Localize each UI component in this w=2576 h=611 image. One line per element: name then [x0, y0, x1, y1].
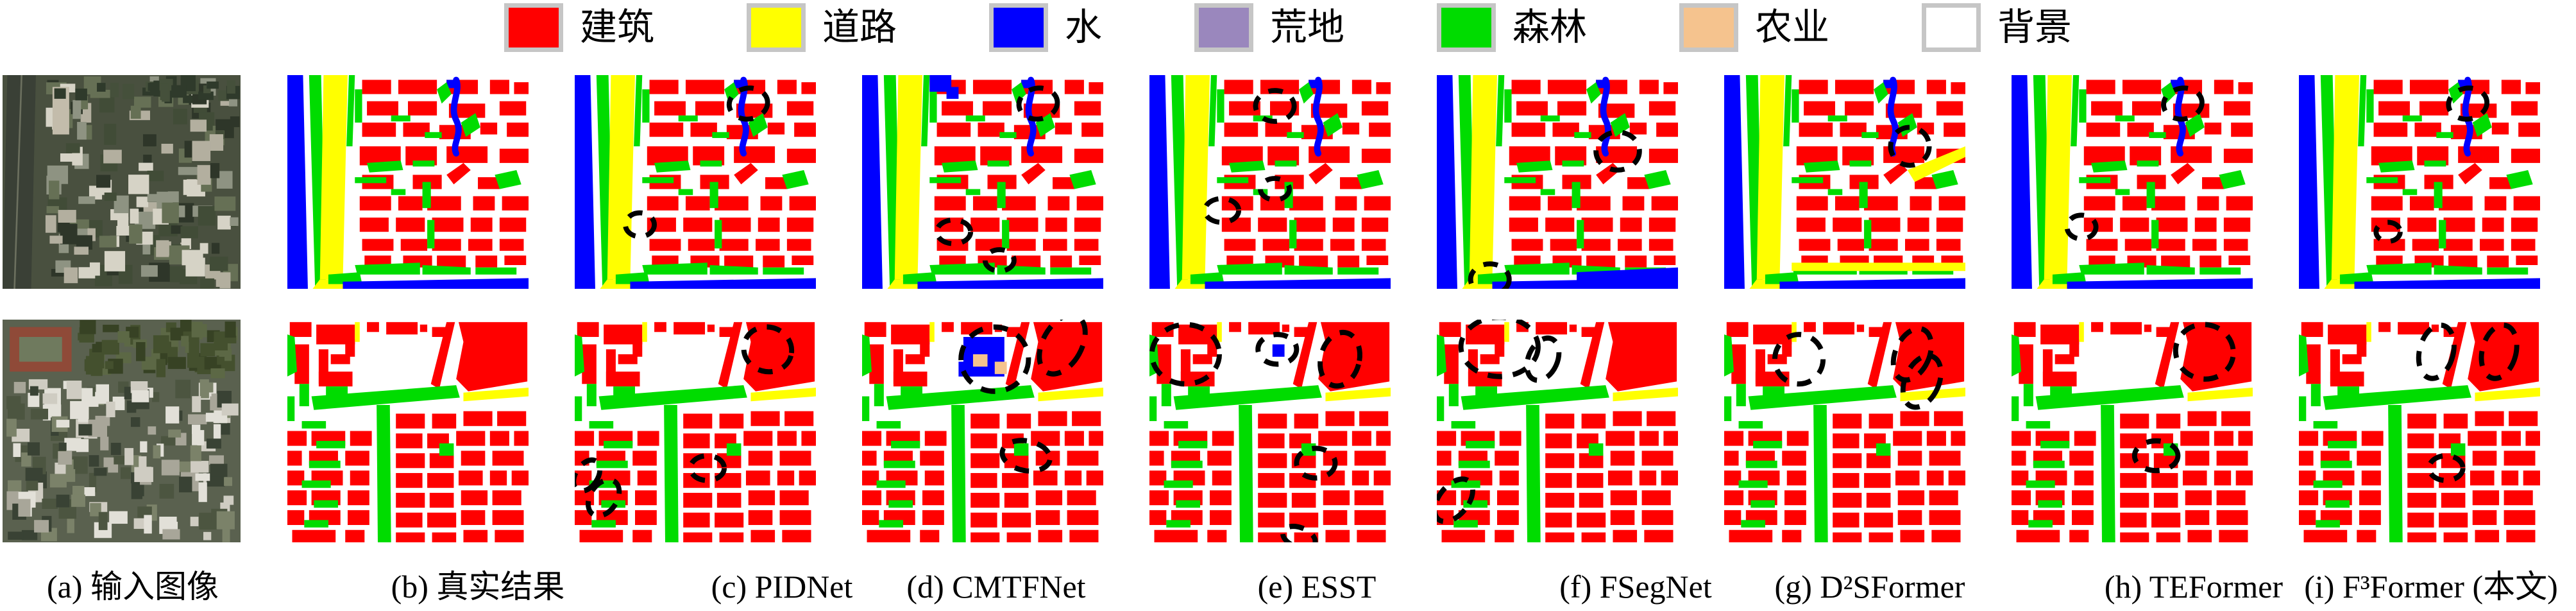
- caption-ground-truth: (b) 真实结果: [391, 569, 565, 605]
- panel-row2-d-row2: [862, 320, 1103, 542]
- legend-swatch-road: [746, 3, 806, 52]
- panel-row2-a-photo2: [3, 320, 241, 542]
- legend-item-agriculture: 农业: [1679, 3, 1829, 52]
- legend-item-barren: 荒地: [1194, 3, 1344, 52]
- panel-row1-a-photo1: [3, 75, 241, 289]
- legend-label-road: 道路: [822, 6, 897, 48]
- panel-row1-b-row1: [287, 75, 529, 289]
- panel-row1-e-row1: [1149, 75, 1391, 289]
- panel-row2-i-row2: [2299, 320, 2540, 542]
- panel-row2-f-row2: [1437, 320, 1678, 542]
- legend-label-agriculture: 农业: [1755, 6, 1830, 48]
- legend-item-forest: 森林: [1437, 3, 1587, 52]
- legend: 建筑 道路 水 荒地 森林 农业 背景: [0, 0, 2576, 55]
- panel-row2-e-row2: [1149, 320, 1391, 542]
- panel-row2-c-row2: [575, 320, 816, 542]
- legend-swatch-background: [1922, 3, 1981, 52]
- legend-label-barren: 荒地: [1269, 6, 1344, 48]
- caption-esst: (e) ESST: [1257, 569, 1377, 605]
- legend-item-water: 水: [988, 3, 1102, 52]
- caption-f3former-ours: (i) F³Former (本文): [2304, 569, 2558, 605]
- legend-swatch-barren: [1194, 3, 1253, 52]
- legend-swatch-building: [504, 3, 563, 52]
- panel-row1-d-row1: [862, 75, 1103, 289]
- legend-swatch-forest: [1437, 3, 1496, 52]
- panel-row2-g-row2: [1724, 320, 1965, 542]
- legend-label-water: 水: [1064, 6, 1102, 48]
- legend-swatch-agriculture: [1679, 3, 1739, 52]
- panel-row2-h-row2: [2012, 320, 2253, 542]
- panel-row1-f-row1: [1437, 75, 1678, 289]
- caption-cmtfnet: (d) CMTFNet: [906, 569, 1086, 605]
- legend-item-road: 道路: [746, 3, 897, 52]
- panel-row2-b-row2: [287, 320, 529, 542]
- legend-label-background: 背景: [1997, 6, 2072, 48]
- legend-label-building: 建筑: [579, 6, 654, 48]
- caption-fsegnet: (f) FSegNet: [1559, 569, 1712, 605]
- panel-row1-g-row1: [1724, 75, 1965, 289]
- panel-row1-i-row1: [2299, 75, 2540, 289]
- caption-teformer: (h) TEFormer: [2104, 569, 2284, 605]
- caption-pidnet: (c) PIDNet: [711, 569, 853, 605]
- panel-row1-c-row1: [575, 75, 816, 289]
- legend-swatch-water: [988, 3, 1048, 52]
- legend-item-background: 背景: [1922, 3, 2072, 52]
- legend-label-forest: 森林: [1513, 6, 1588, 48]
- caption-input-image: (a) 输入图像: [47, 569, 219, 605]
- legend-item-building: 建筑: [504, 3, 654, 52]
- caption-d2sformer: (g) D²SFormer: [1774, 569, 1965, 605]
- panel-row1-h-row1: [2012, 75, 2253, 289]
